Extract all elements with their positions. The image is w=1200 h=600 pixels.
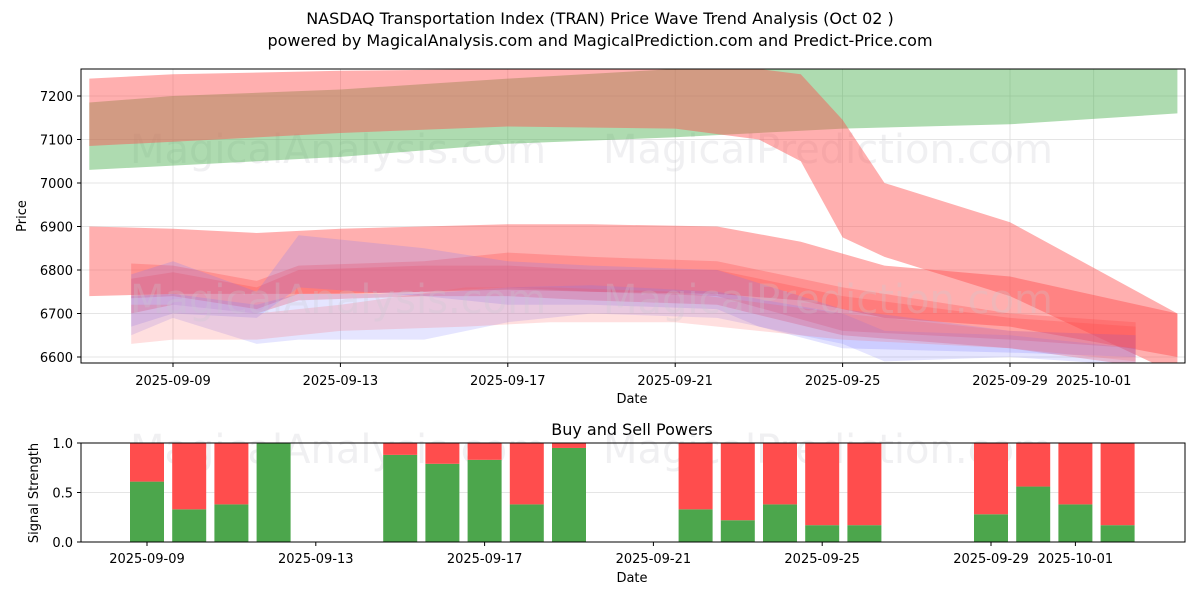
buy-bar: [1016, 486, 1051, 542]
watermark-2: MagicalPrediction.com: [603, 127, 1053, 173]
sell-bar: [678, 443, 713, 510]
price-x-tick-label: 2025-09-29: [972, 374, 1048, 389]
buy-bar: [847, 525, 882, 542]
price-x-tick-label: 2025-09-09: [135, 374, 211, 389]
band-short-blue: [131, 285, 1136, 363]
buy-bar: [678, 509, 713, 542]
price-y-tick-label: 6800: [40, 264, 73, 279]
price-x-tick-label: 2025-10-01: [1056, 374, 1132, 389]
buy-sell-x-tick-label: 2025-10-01: [1038, 552, 1114, 567]
buy-bar: [509, 504, 544, 542]
buy-sell-y-ticks: 0.0 0.5 1.0: [52, 437, 81, 551]
buy-bar: [720, 520, 755, 542]
price-wave-chart: MagicalAnalysis.com MagicalPrediction.co…: [15, 68, 1186, 407]
buy-bar: [172, 509, 207, 542]
buy-bar: [214, 504, 249, 542]
buy-bar: [552, 447, 586, 542]
price-x-ticks: 2025-09-09 2025-09-13 2025-09-17 2025-09-21…: [135, 363, 1131, 389]
band-long-term-green: [89, 69, 1178, 170]
band-long-term-red: [89, 69, 1178, 363]
chart-subtitle: powered by MagicalAnalysis.com and Magic…: [267, 31, 933, 50]
band-short-red-2: [131, 265, 1136, 363]
buy-sell-y-label: Signal Strength: [27, 443, 42, 543]
sell-bar: [425, 443, 460, 464]
buy-sell-x-tick-label: 2025-09-13: [278, 552, 354, 567]
sell-bar: [509, 443, 544, 505]
buy-sell-chart: Buy and Sell Powers MagicalAnalysis.com …: [27, 420, 1186, 586]
sell-bar: [130, 443, 164, 482]
buy-sell-bars: [130, 443, 1135, 542]
sell-bar: [763, 443, 797, 505]
sell-bar: [974, 443, 1008, 515]
sell-bar: [214, 443, 249, 505]
sell-bar: [1100, 443, 1135, 526]
price-y-tick-label: 7100: [40, 134, 73, 149]
price-x-tick-label: 2025-09-17: [470, 374, 546, 389]
buy-bar: [763, 504, 797, 542]
price-y-tick-label: 6900: [40, 221, 73, 236]
buy-bar: [467, 459, 502, 542]
buy-bar: [974, 514, 1008, 542]
price-x-tick-label: 2025-09-21: [637, 374, 713, 389]
buy-bar: [1100, 525, 1135, 542]
band-short-red-1: [131, 252, 1136, 349]
buy-sell-x-tick-label: 2025-09-29: [953, 552, 1029, 567]
buy-bar: [425, 463, 460, 542]
buy-bar: [1058, 504, 1093, 542]
buy-sell-x-ticks: 2025-09-09 2025-09-13 2025-09-17 2025-09-21…: [109, 542, 1113, 567]
buy-sell-x-tick-label: 2025-09-21: [616, 552, 692, 567]
price-bands: [89, 69, 1178, 363]
buy-sell-y-tick-label: 1.0: [52, 437, 73, 452]
buy-bar: [805, 525, 840, 542]
watermark-4: MagicalPrediction.com: [603, 277, 1053, 323]
price-y-tick-label: 6600: [40, 351, 73, 366]
sell-bar: [847, 443, 882, 526]
sell-bar: [805, 443, 840, 526]
price-y-tick-label: 6700: [40, 308, 73, 323]
buy-sell-title: Buy and Sell Powers: [551, 420, 713, 439]
buy-bar: [256, 443, 291, 542]
band-short-purple: [131, 235, 1136, 357]
chart-title: NASDAQ Transportation Index (TRAN) Price…: [306, 9, 894, 28]
buy-sell-x-tick-label: 2025-09-17: [447, 552, 523, 567]
watermark-3: MagicalAnalysis.com: [130, 277, 546, 323]
band-mid-red: [89, 224, 1178, 357]
price-y-tick-label: 7200: [40, 90, 73, 105]
price-y-tick-label: 7000: [40, 177, 73, 192]
buy-sell-y-tick-label: 0.5: [52, 487, 73, 502]
buy-sell-x-tick-label: 2025-09-25: [784, 552, 860, 567]
sell-bar: [1058, 443, 1093, 505]
buy-bar: [130, 481, 164, 542]
sell-bar: [172, 443, 207, 510]
buy-bar: [383, 454, 418, 542]
sell-bar: [1016, 443, 1051, 487]
sell-bar: [720, 443, 755, 521]
price-axes-frame: [80, 68, 1186, 364]
price-x-tick-label: 2025-09-13: [303, 374, 379, 389]
price-y-ticks: 6600 6700 6800 6900 7000 7100 7200: [40, 90, 81, 366]
price-y-label: Price: [15, 200, 30, 232]
buy-sell-x-label: Date: [616, 571, 647, 586]
price-grid: [81, 69, 1185, 363]
watermark-1: MagicalAnalysis.com: [130, 127, 546, 173]
price-x-tick-label: 2025-09-25: [805, 374, 881, 389]
price-x-label: Date: [616, 392, 647, 407]
band-short-pink: [131, 287, 1136, 362]
buy-sell-x-tick-label: 2025-09-09: [109, 552, 185, 567]
sell-bar: [552, 443, 586, 448]
sell-bar: [383, 443, 418, 455]
sell-bar: [467, 443, 502, 460]
buy-sell-y-tick-label: 0.0: [52, 536, 73, 551]
